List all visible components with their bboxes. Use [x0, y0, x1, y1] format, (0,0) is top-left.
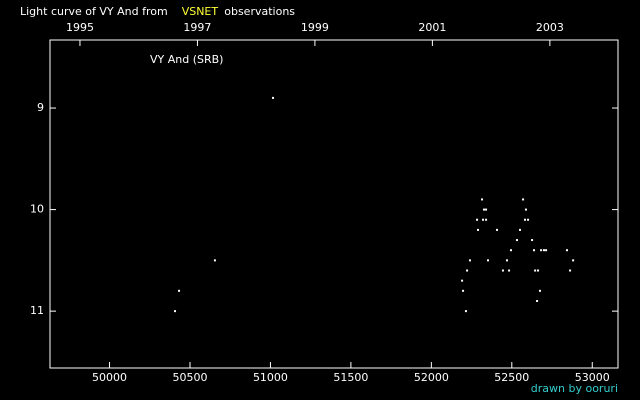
point [461, 279, 464, 282]
point [508, 269, 511, 272]
x-tick-label: 51000 [253, 371, 288, 384]
point [572, 259, 575, 262]
point [485, 208, 488, 211]
point [213, 259, 216, 262]
point [509, 249, 512, 252]
point [468, 259, 471, 262]
x-tick-label: 52000 [414, 371, 449, 384]
chart-title: Light curve of VY And from VSNET observati… [20, 5, 295, 18]
point [485, 218, 488, 221]
point [538, 289, 541, 292]
point [565, 249, 568, 252]
point [569, 269, 572, 272]
x-tick-label: 51500 [333, 371, 368, 384]
credit: drawn by ooruri [531, 382, 618, 395]
point [481, 198, 484, 201]
point [540, 249, 543, 252]
point [495, 228, 498, 231]
point [505, 259, 508, 262]
point [272, 96, 275, 99]
point [466, 269, 469, 272]
point [477, 228, 480, 231]
point [534, 269, 537, 272]
x2-tick-label: 2003 [536, 21, 564, 34]
plot-frame [49, 39, 619, 369]
y-tick-label: 9 [37, 101, 44, 114]
point [462, 289, 465, 292]
point [482, 208, 485, 211]
x-tick-label: 50500 [172, 371, 207, 384]
point [174, 310, 177, 313]
x-tick-label: 53000 [575, 371, 610, 384]
point [536, 299, 539, 302]
point [501, 269, 504, 272]
point [523, 218, 526, 221]
x-tick-label: 52500 [494, 371, 529, 384]
point [464, 310, 467, 313]
point [522, 198, 525, 201]
title-highlight: VSNET [182, 5, 219, 18]
point [519, 228, 522, 231]
annotation: VY And (SRB) [150, 53, 223, 66]
y-tick-label: 10 [30, 203, 44, 216]
x-tick-label: 50000 [92, 371, 127, 384]
point [476, 218, 479, 221]
point [537, 269, 540, 272]
point [527, 218, 530, 221]
point [542, 249, 545, 252]
x2-tick-label: 2001 [418, 21, 446, 34]
title-end: observations [224, 5, 295, 18]
point [515, 239, 518, 242]
point [486, 259, 489, 262]
x2-tick-label: 1995 [66, 21, 94, 34]
point [545, 249, 548, 252]
title-text: Light curve of VY And from [20, 5, 168, 18]
point [481, 218, 484, 221]
x2-tick-label: 1997 [183, 21, 211, 34]
y-tick-label: 11 [30, 304, 44, 317]
x2-tick-label: 1999 [301, 21, 329, 34]
point [524, 208, 527, 211]
point [533, 249, 536, 252]
point [178, 289, 181, 292]
point [531, 239, 534, 242]
